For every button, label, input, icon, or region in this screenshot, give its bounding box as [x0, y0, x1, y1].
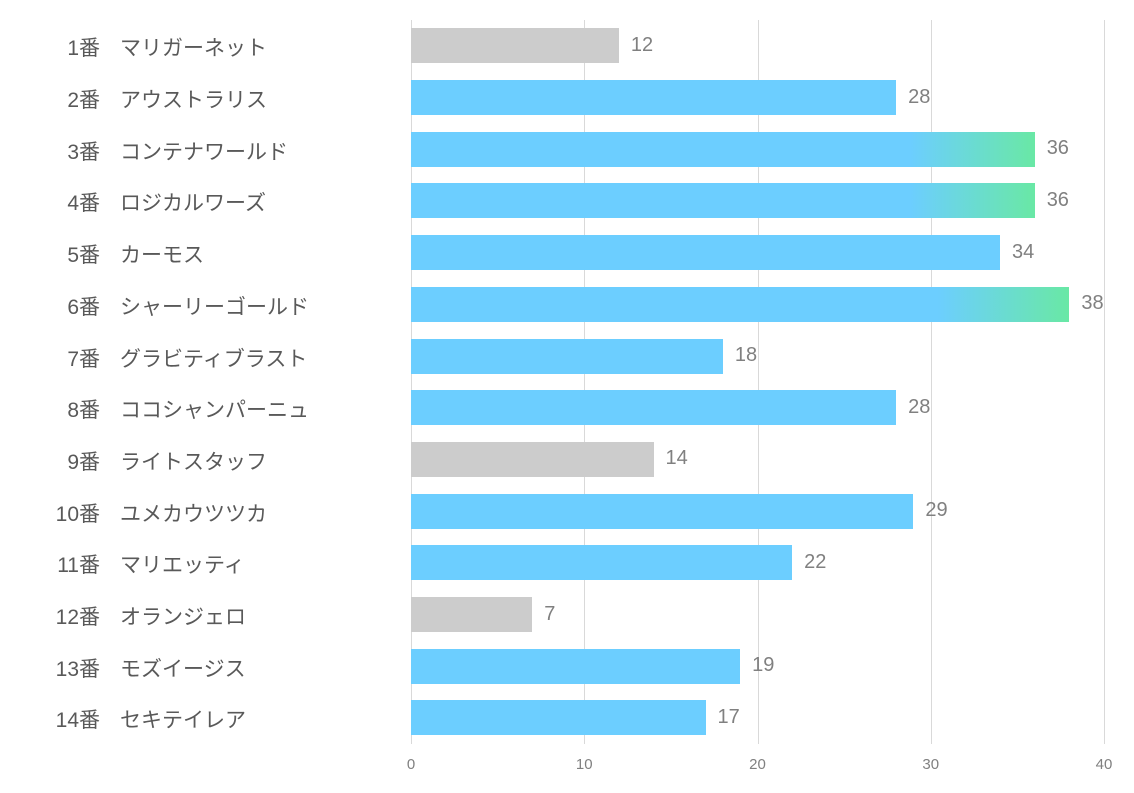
bar-value-label: 36 [1047, 189, 1069, 212]
bar-value-label: 29 [925, 499, 947, 522]
bar-value-label: 36 [1047, 137, 1069, 160]
bar-value-label: 38 [1081, 292, 1103, 315]
x-tick-label: 0 [407, 756, 415, 773]
row-number: 14番 [56, 704, 100, 734]
row-name: マリエッティ [120, 549, 245, 579]
row-name: カーモス [120, 239, 204, 269]
row-number: 13番 [56, 653, 100, 683]
row-name: ココシャンパーニュ [120, 394, 309, 424]
x-tick-label: 20 [749, 756, 766, 773]
bar [411, 545, 792, 580]
gridline [584, 20, 585, 744]
row-name: モズイージス [120, 653, 246, 683]
row-name: ユメカウツツカ [120, 498, 267, 528]
bar [411, 390, 896, 425]
bar [411, 700, 706, 735]
bar-value-label: 19 [752, 654, 774, 677]
bar [411, 80, 896, 115]
row-number: 5番 [67, 239, 100, 269]
row-name: コンテナワールド [120, 136, 288, 166]
bar [411, 183, 1035, 218]
bar [411, 649, 740, 684]
gridline [411, 20, 412, 744]
row-number: 10番 [56, 498, 100, 528]
row-number: 4番 [67, 187, 100, 217]
row-name: ロジカルワーズ [120, 187, 266, 217]
row-name: シャーリーゴールド [120, 291, 309, 321]
row-number: 3番 [67, 136, 100, 166]
bar [411, 287, 1069, 322]
row-name: オランジェロ [120, 601, 246, 631]
horizontal-bar-chart: 0 10 20 30 40 1番マリガーネット 12 2番アウストラリス 28 3番コンテナワール… [0, 0, 1134, 793]
row-number: 8番 [67, 394, 100, 424]
row-name: グラビティブラスト [120, 343, 307, 373]
bar [411, 28, 619, 63]
bar [411, 132, 1035, 167]
row-number: 9番 [67, 446, 100, 476]
bar [411, 597, 532, 632]
row-number: 6番 [67, 291, 100, 321]
bar-value-label: 28 [908, 86, 930, 109]
gridline [758, 20, 759, 744]
bar [411, 339, 723, 374]
row-number: 2番 [67, 84, 100, 114]
x-tick-label: 30 [922, 756, 939, 773]
row-number: 11番 [57, 549, 100, 579]
bar-value-label: 18 [735, 344, 757, 367]
row-name: セキテイレア [120, 704, 246, 734]
bar-value-label: 22 [804, 551, 826, 574]
row-name: ライトスタッフ [120, 446, 267, 476]
row-name: マリガーネット [120, 32, 267, 62]
bar [411, 442, 654, 477]
row-number: 12番 [56, 601, 100, 631]
bar-value-label: 14 [666, 447, 688, 470]
bar [411, 494, 913, 529]
x-tick-label: 40 [1096, 756, 1113, 773]
row-number: 7番 [67, 343, 100, 373]
bar-value-label: 7 [544, 603, 555, 626]
row-number: 1番 [67, 32, 100, 62]
gridline [931, 20, 932, 744]
bar-value-label: 17 [718, 706, 740, 729]
gridline [1104, 20, 1105, 744]
bar [411, 235, 1000, 270]
bar-value-label: 34 [1012, 241, 1034, 264]
bar-value-label: 12 [631, 34, 653, 57]
bar-value-label: 28 [908, 396, 930, 419]
row-name: アウストラリス [120, 84, 267, 114]
x-tick-label: 10 [576, 756, 593, 773]
